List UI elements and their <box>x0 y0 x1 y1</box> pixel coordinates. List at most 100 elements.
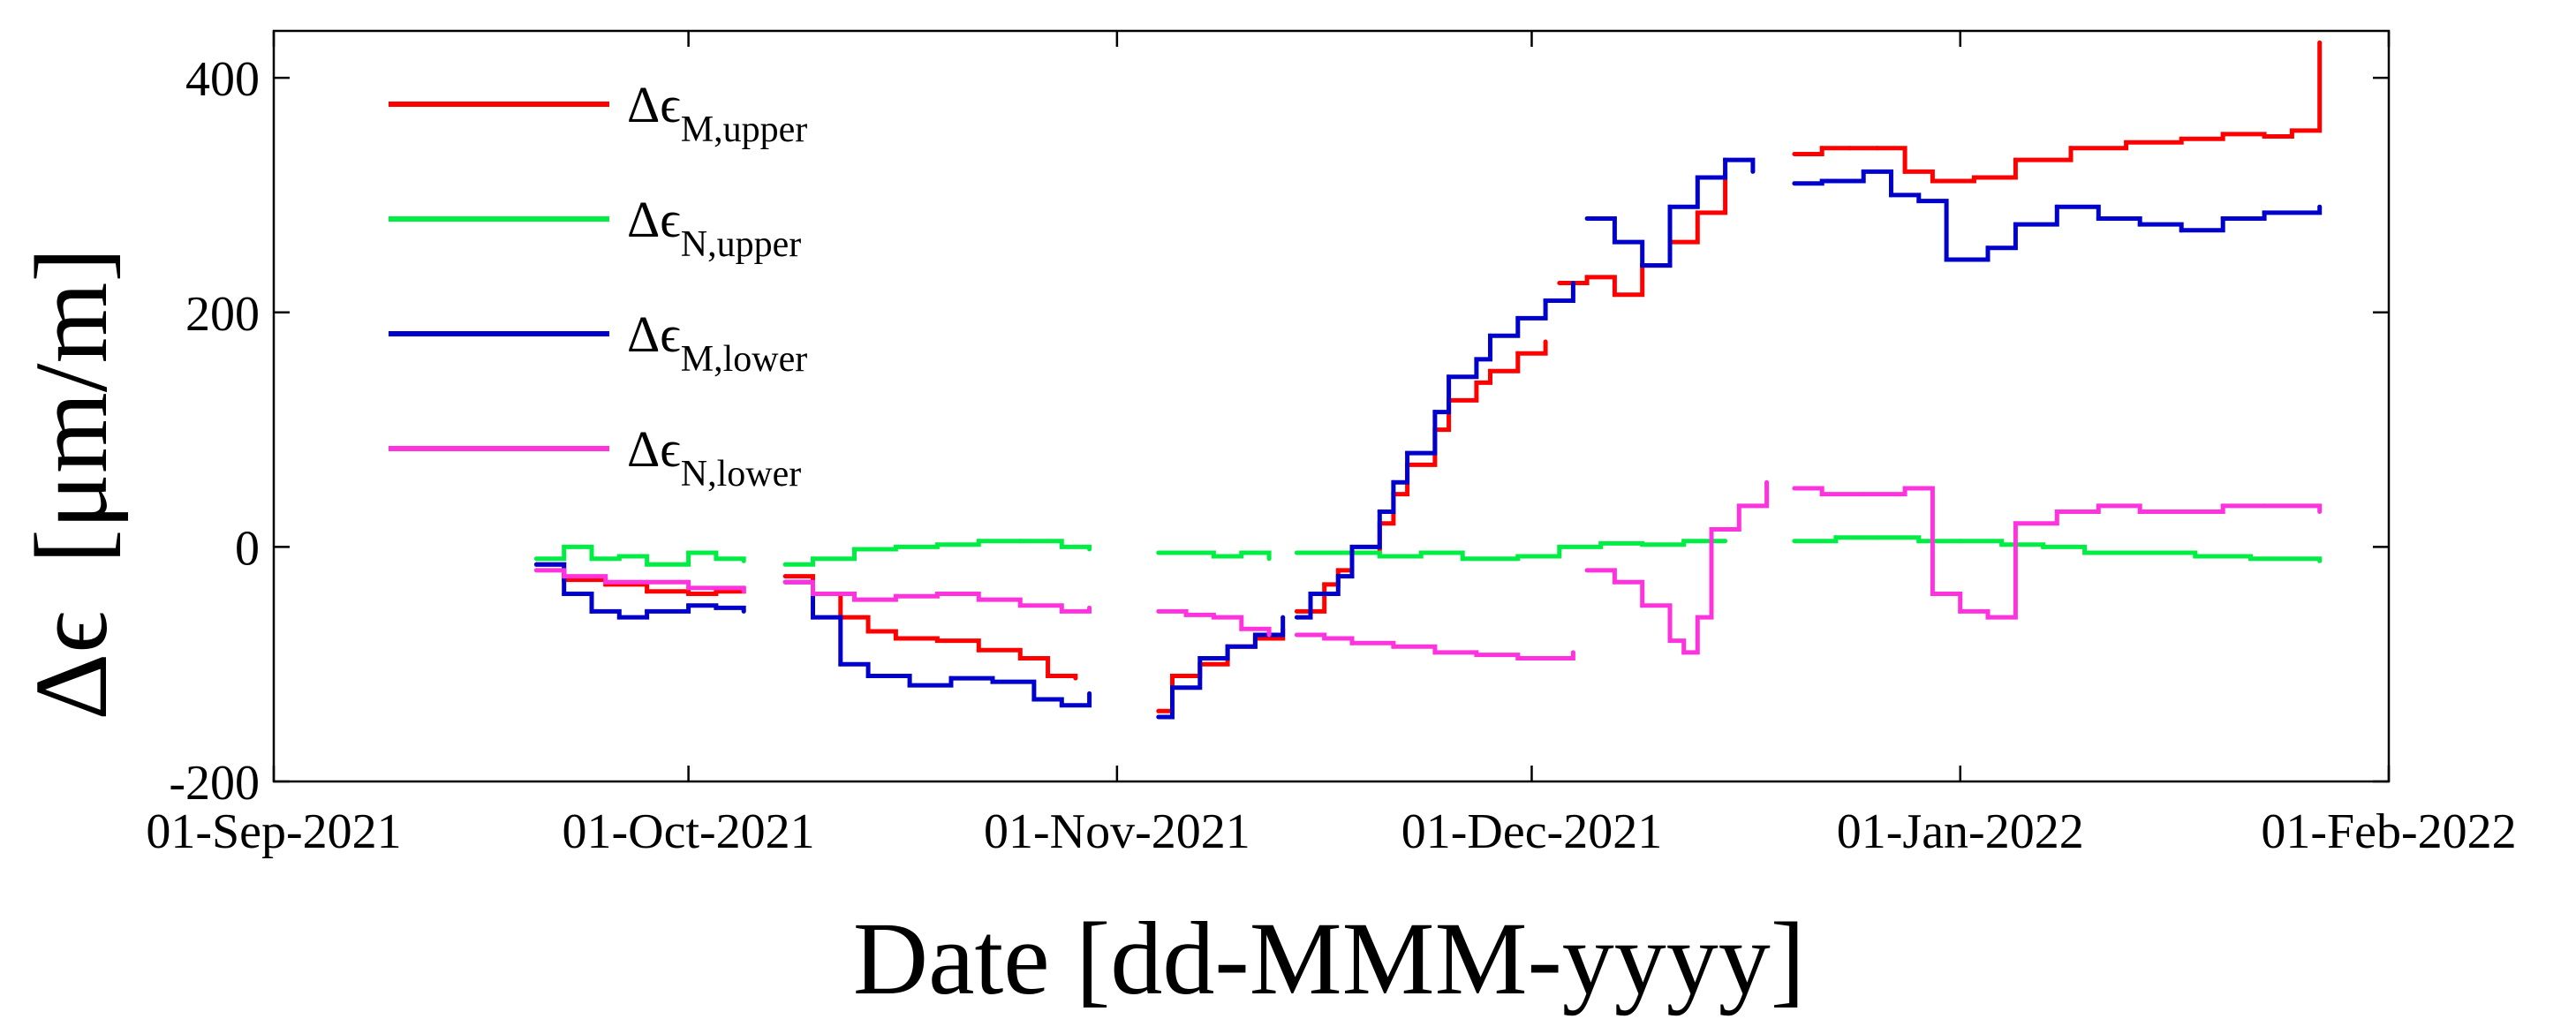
data-point <box>1515 554 1521 559</box>
data-point <box>1488 368 1492 374</box>
data-point <box>1170 674 1175 678</box>
series-line <box>1296 632 1575 660</box>
data-point <box>741 608 746 614</box>
data-point <box>2179 136 2184 141</box>
data-point <box>616 615 622 620</box>
data-point <box>1792 152 1797 156</box>
legend-entry: ΔϵM,upper <box>389 76 807 150</box>
data-point <box>1958 608 1963 614</box>
data-point <box>1570 281 1575 285</box>
y-tick-label: 400 <box>185 52 260 107</box>
data-point <box>1377 554 1382 559</box>
data-point <box>1432 410 1438 415</box>
data-point <box>533 568 539 573</box>
data-point <box>1488 333 1492 338</box>
data-point <box>741 558 746 563</box>
data-point <box>1557 656 1562 660</box>
series-line <box>536 562 746 620</box>
data-point <box>1681 539 1687 544</box>
data-point <box>1183 550 1189 555</box>
data-point <box>865 629 871 634</box>
data-point <box>714 585 719 591</box>
data-point <box>1764 479 1770 485</box>
data-point <box>1930 178 1935 184</box>
data-point <box>1612 579 1617 585</box>
series-line <box>1296 342 1548 614</box>
data-point <box>1640 542 1645 547</box>
data-point <box>2289 128 2294 133</box>
legend-entry: ΔϵN,lower <box>389 420 801 494</box>
data-point <box>741 589 746 594</box>
data-point <box>1916 199 1922 204</box>
data-point <box>1017 656 1023 660</box>
axis-ticks: 01-Sep-2021 01-Oct-2021 01-Nov-2021 01-Dec-… <box>146 31 2517 859</box>
data-point <box>2317 558 2323 563</box>
data-point <box>1266 556 1272 562</box>
data-point <box>2137 222 2142 227</box>
data-point <box>1695 175 1700 180</box>
data-point <box>976 539 981 544</box>
data-point <box>2137 550 2142 555</box>
data-point <box>1059 703 1064 708</box>
data-point <box>1792 539 1797 544</box>
data-point <box>1335 550 1341 555</box>
series-line <box>1794 535 2323 562</box>
data-point <box>811 615 815 620</box>
series-layer <box>533 40 2323 720</box>
data-point <box>1294 615 1299 620</box>
data-point <box>976 647 981 653</box>
data-point <box>1695 210 1700 215</box>
data-point <box>1736 503 1741 509</box>
data-point <box>1971 175 1976 180</box>
data-point <box>1280 615 1286 620</box>
data-point <box>838 661 843 667</box>
data-point <box>1474 653 1479 658</box>
data-point <box>2054 204 2059 209</box>
data-point <box>1349 640 1355 645</box>
series-line <box>1158 550 1272 559</box>
legend-label: ΔϵM,lower <box>627 306 807 380</box>
data-point <box>1640 263 1645 268</box>
series-line <box>1296 283 1575 620</box>
data-point <box>533 556 539 562</box>
data-point <box>2013 157 2018 162</box>
data-point <box>1294 550 1299 555</box>
data-point <box>2096 503 2101 509</box>
data-point <box>1211 615 1216 620</box>
data-point <box>1266 632 1272 638</box>
data-point <box>1017 603 1023 608</box>
data-point <box>1584 275 1590 280</box>
data-point <box>1335 574 1341 579</box>
x-tick-label: 01-Nov-2021 <box>984 804 1250 859</box>
data-point <box>1985 615 1991 620</box>
data-point <box>1640 603 1645 608</box>
data-point <box>2220 216 2225 221</box>
y-axis-title: Δϵ [μm/m] <box>13 247 129 720</box>
data-point <box>2054 509 2059 514</box>
y-axis-title-symbol: Δϵ <box>13 611 129 721</box>
data-point <box>562 544 567 549</box>
data-point <box>1474 380 1479 385</box>
data-point <box>645 562 650 567</box>
data-point <box>934 542 940 547</box>
data-point <box>1902 169 1907 174</box>
data-point <box>686 603 691 608</box>
data-point <box>1515 656 1521 660</box>
y-tick-label: 200 <box>185 287 260 342</box>
data-point <box>2013 222 2018 227</box>
data-point <box>1073 675 1078 681</box>
data-point <box>1183 612 1189 617</box>
data-point <box>852 547 857 552</box>
data-point <box>1723 157 1728 162</box>
data-point <box>1474 357 1479 362</box>
data-point <box>2248 556 2253 562</box>
series-line <box>1158 617 1286 720</box>
data-point <box>1515 315 1521 321</box>
data-point <box>1570 650 1575 655</box>
data-point <box>893 636 898 641</box>
data-point <box>686 550 691 555</box>
data-point <box>589 608 594 614</box>
x-tick-label: 01-Jan-2022 <box>1837 804 2084 859</box>
data-point <box>1819 492 1824 497</box>
data-point <box>1059 544 1064 549</box>
